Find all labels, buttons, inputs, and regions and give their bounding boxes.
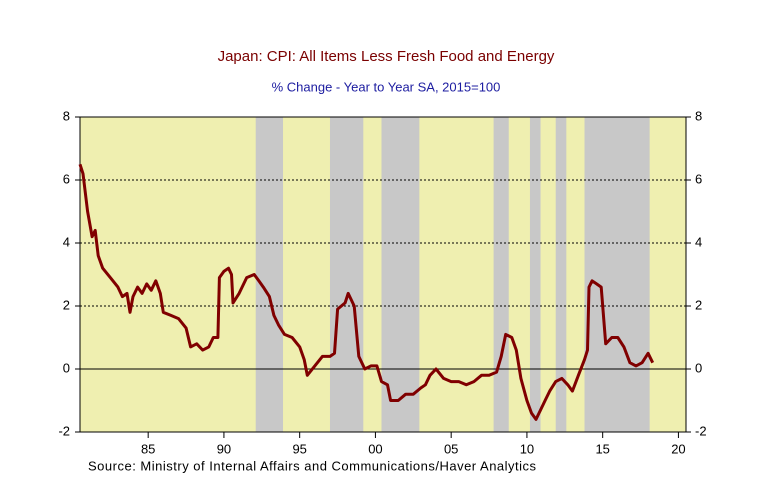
x-tick-label: 15 <box>595 441 609 456</box>
x-tick-label: 10 <box>520 441 534 456</box>
shaded-period <box>555 117 567 432</box>
source: Source: Ministry of Internal Affairs and… <box>88 458 537 473</box>
shaded-period <box>584 117 650 432</box>
y2-tick-label: 0 <box>695 360 702 375</box>
shaded-period <box>493 117 509 432</box>
plot-frame <box>79 116 687 433</box>
y2-tick-label: 8 <box>695 108 702 123</box>
chart-subtitle: % Change - Year to Year SA, 2015=100 <box>272 79 501 94</box>
y2-tick-label: 6 <box>695 171 702 186</box>
y2-tick-label: 2 <box>695 297 702 312</box>
shaded-period <box>329 117 364 432</box>
y-tick-label: 2 <box>63 297 70 312</box>
x-tick-label: 20 <box>671 441 685 456</box>
y-tick-label: -2 <box>58 423 70 438</box>
shaded-period <box>255 117 284 432</box>
shaded-period <box>381 117 420 432</box>
y2-tick-label: 4 <box>695 234 702 249</box>
x-tick-label: 95 <box>292 441 306 456</box>
y-tick-label: 6 <box>63 171 70 186</box>
y-tick-label: 0 <box>63 360 70 375</box>
x-tick-label: 00 <box>368 441 382 456</box>
chart-title: Japan: CPI: All Items Less Fresh Food an… <box>218 48 555 65</box>
x-tick-label: 90 <box>217 441 231 456</box>
x-tick-label: 05 <box>444 441 458 456</box>
shaded-period <box>529 117 541 432</box>
x-tick-label: 85 <box>141 441 155 456</box>
y-tick-label: 8 <box>63 108 70 123</box>
data-line <box>78 163 655 421</box>
y2-tick-label: -2 <box>695 423 707 438</box>
y-tick-label: 4 <box>63 234 70 249</box>
